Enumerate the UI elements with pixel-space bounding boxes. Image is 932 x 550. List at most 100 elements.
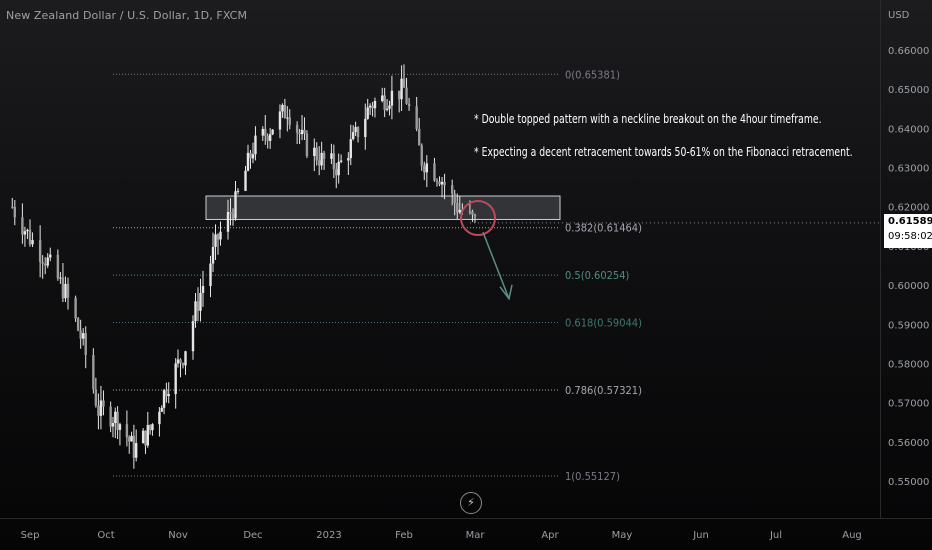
annotation-retracement[interactable]: * Expecting a decent retracement towards…	[474, 145, 853, 159]
candle-body	[383, 95, 386, 110]
candle-body	[335, 169, 338, 176]
annotation-double-top[interactable]: * Double topped pattern with a neckline …	[474, 112, 822, 126]
candle-body	[268, 134, 272, 141]
candle-body	[418, 129, 421, 146]
x-tick-label: Mar	[466, 530, 486, 541]
candle-body	[332, 153, 336, 170]
candle-body	[125, 424, 129, 438]
candle-body	[390, 90, 394, 106]
candle-body	[471, 211, 474, 215]
candle-body	[366, 107, 369, 119]
candle-body	[160, 407, 163, 412]
candle-body	[351, 132, 355, 140]
candle-body	[158, 411, 161, 425]
candle-body	[443, 181, 446, 186]
candle-body	[64, 283, 67, 299]
fib-level-label: 0(0.65381)	[565, 68, 620, 81]
y-tick-label: 0.62000	[888, 203, 929, 214]
candle-body	[420, 145, 423, 166]
candle-body	[26, 229, 29, 232]
candle-body	[76, 318, 80, 331]
candle-body	[66, 283, 70, 298]
candle-body	[148, 425, 152, 431]
candle-body	[109, 406, 112, 427]
x-tick-label: Oct	[97, 530, 114, 541]
candle-body	[236, 190, 240, 192]
candle-body	[450, 185, 454, 194]
candle-body	[400, 78, 403, 100]
candle-body	[356, 127, 360, 137]
candle-body	[44, 263, 47, 266]
candle-body	[435, 180, 439, 182]
candle-body	[315, 147, 318, 161]
candle-body	[300, 129, 304, 135]
current-price-tag: 0.61589 09:58:02	[884, 214, 932, 248]
candle-body	[246, 152, 250, 171]
y-tick-label: 0.55000	[888, 477, 929, 488]
candle-body	[56, 254, 60, 279]
candle-body	[266, 135, 269, 141]
candle-body	[339, 160, 343, 162]
candle-body	[211, 246, 215, 264]
candle-body	[244, 170, 247, 191]
candle-body	[74, 297, 77, 319]
y-tick-label: 0.56000	[888, 438, 929, 449]
candle-body	[234, 191, 237, 219]
candle-body	[216, 234, 220, 240]
x-tick-label: Sep	[21, 530, 40, 541]
candle-body	[320, 152, 323, 166]
candle-body	[423, 165, 426, 173]
x-tick-label: Feb	[395, 530, 413, 541]
candle-body	[118, 424, 122, 430]
candle-body	[231, 214, 235, 219]
candle-body	[13, 206, 16, 218]
candle-body	[31, 240, 34, 245]
x-tick-label: Aug	[842, 530, 862, 541]
fib-level-label: 0.786(0.57321)	[565, 384, 642, 397]
fib-level-label: 0.5(0.60254)	[565, 269, 630, 282]
candle-body	[288, 117, 291, 125]
candle-body	[79, 330, 82, 339]
price-axis-divider	[880, 0, 881, 518]
candle-body	[249, 152, 252, 159]
candle-body	[468, 211, 472, 213]
candle-body	[381, 95, 384, 101]
x-tick-label: Apr	[541, 530, 559, 541]
candle-body	[283, 104, 287, 119]
candle-body	[46, 257, 49, 266]
candle-body	[132, 435, 136, 458]
candle-body	[313, 147, 316, 157]
candle-body	[337, 161, 340, 176]
candles-group	[11, 64, 477, 469]
candle-body	[371, 105, 374, 109]
candle-body	[219, 231, 222, 240]
candle-body	[364, 118, 367, 137]
candle-body	[201, 286, 205, 293]
currency-label: USD	[888, 10, 910, 21]
candle-body	[191, 321, 195, 352]
candle-body	[38, 240, 42, 263]
candle-body	[254, 135, 257, 155]
candle-body	[349, 139, 352, 159]
lightning-icon[interactable]: ⚡	[460, 492, 482, 514]
candle-body	[179, 359, 182, 364]
y-tick-label: 0.59000	[888, 320, 929, 331]
candle-body	[264, 128, 267, 136]
neckline-zone	[205, 195, 561, 220]
candle-body	[322, 152, 326, 159]
candle-body	[229, 212, 232, 215]
candle-body	[61, 277, 65, 299]
candle-body	[111, 423, 115, 427]
candle-body	[116, 411, 119, 430]
candle-body	[82, 333, 85, 339]
candle-body	[407, 103, 411, 107]
candle-body	[144, 430, 147, 446]
candle-body	[23, 231, 27, 235]
candle-body	[347, 158, 350, 161]
candle-body	[141, 430, 145, 444]
projection-arrow-shaft	[482, 231, 510, 300]
candle-body	[130, 435, 133, 442]
bar-countdown: 09:58:02	[888, 231, 932, 242]
